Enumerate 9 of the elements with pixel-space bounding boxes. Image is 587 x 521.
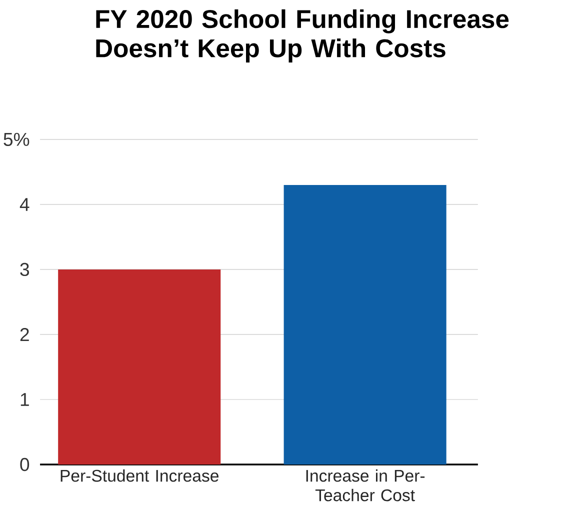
y-tick-label: 0 — [20, 458, 30, 471]
x-tick-label: Per-Student Increase — [60, 469, 218, 482]
y-tick-label: 4 — [20, 198, 30, 211]
y-tick-label: 3 — [20, 262, 29, 276]
y-tick-label: 1 — [20, 392, 29, 406]
x-tick-label: Increase in Per-Teacher Cost — [306, 469, 425, 502]
chart-title: FY 2020 School Funding Increase Doesn’t Keep Up With Costs — [96, 9, 509, 62]
y-tick-label: 2 — [20, 328, 29, 341]
y-tick-label: 5% — [4, 132, 30, 146]
